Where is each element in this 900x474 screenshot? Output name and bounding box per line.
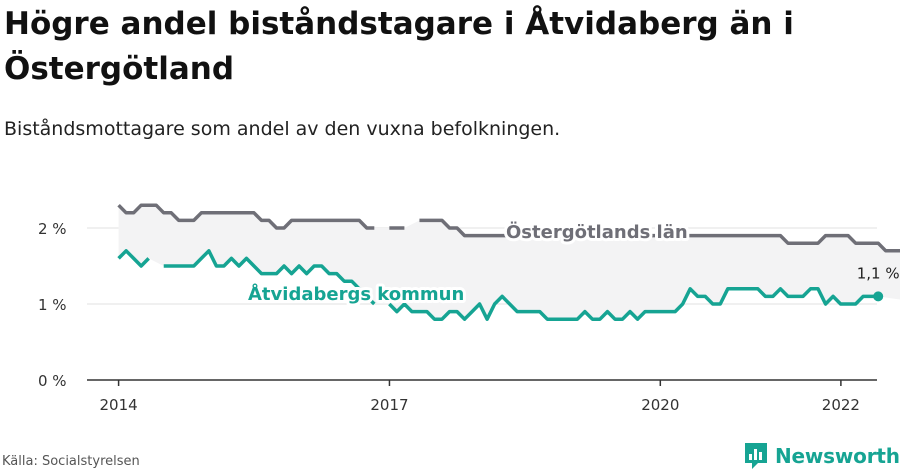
series-line-atvidaberg bbox=[117, 249, 150, 268]
bar-chart-icon bbox=[745, 443, 767, 469]
x-tick-label: 2014 bbox=[100, 396, 138, 414]
series-label-atvidaberg: Åtvidabergs kommun bbox=[248, 282, 464, 305]
end-point-atvidaberg bbox=[873, 291, 884, 302]
chart-subtitle: Biståndsmottagare som andel av den vuxna… bbox=[4, 118, 561, 140]
series-line-atvidaberg bbox=[163, 249, 376, 306]
brand-name: Newsworthy bbox=[775, 444, 900, 468]
x-tick-label: 2022 bbox=[822, 396, 860, 414]
newsworthy-logo[interactable]: Newsworthy bbox=[743, 441, 900, 471]
end-label-atvidaberg: 1,1 % bbox=[857, 264, 900, 282]
series-label-ostergotland: Östergötlands län bbox=[506, 221, 688, 243]
source-note: Källa: Socialstyrelsen bbox=[2, 454, 140, 469]
x-tick-label: 2017 bbox=[370, 396, 408, 414]
series-line-atvidaberg bbox=[388, 287, 879, 321]
series-line-ostergotland bbox=[532, 233, 900, 253]
difference-band bbox=[118, 205, 900, 320]
series-line-ostergotland bbox=[419, 218, 518, 238]
series-label-ostergotland-halo: Östergötlands län bbox=[506, 221, 688, 243]
chart-title: Högre andel biståndstagare i Åtvidaberg … bbox=[4, 6, 794, 87]
y-tick-label: 0 % bbox=[38, 372, 67, 390]
y-tick-label: 1 % bbox=[38, 296, 67, 314]
series-line-ostergotland bbox=[117, 203, 375, 230]
series-label-atvidaberg-halo: Åtvidabergs kommun bbox=[248, 282, 464, 305]
y-tick-label: 2 % bbox=[38, 220, 67, 238]
x-tick-label: 2020 bbox=[641, 396, 679, 414]
